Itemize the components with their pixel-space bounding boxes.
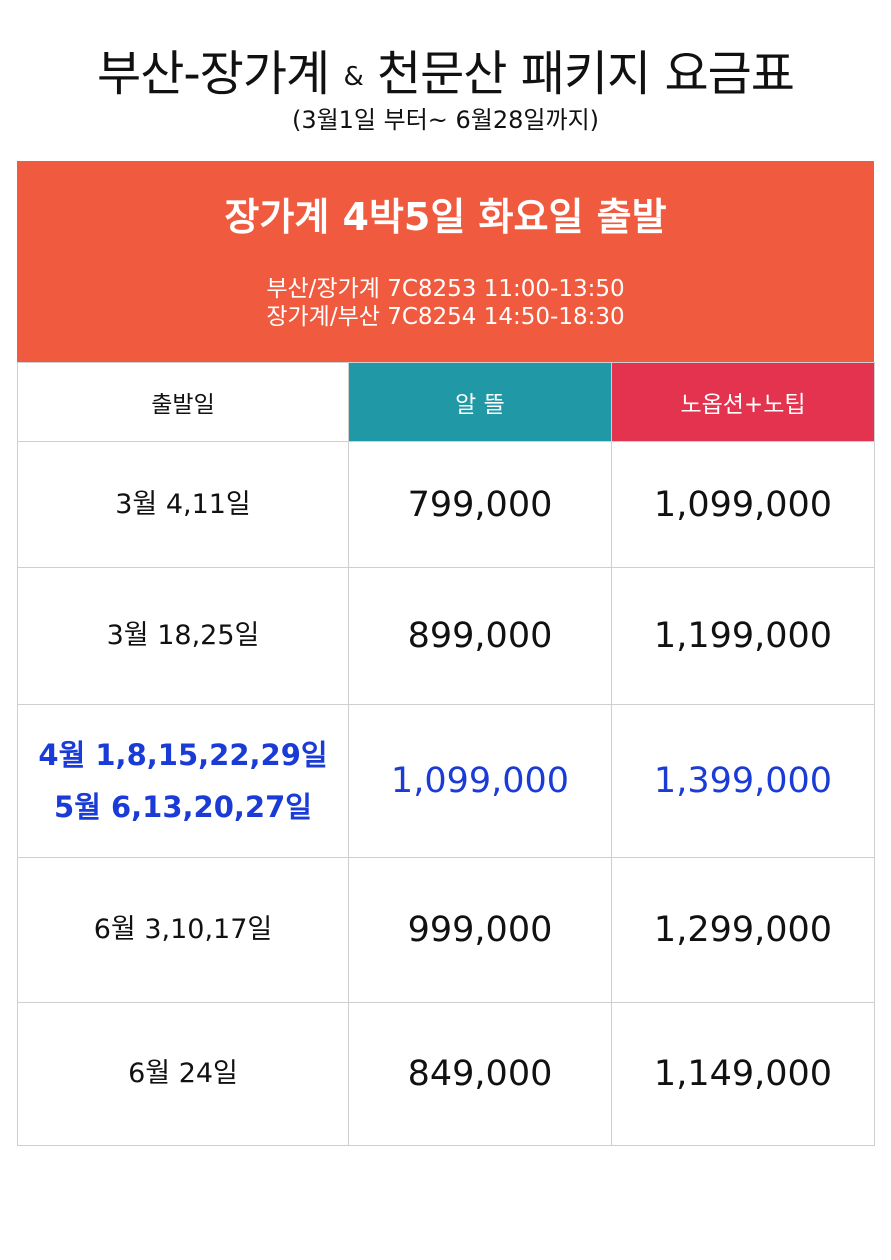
tour-banner: 장가계 4박5일 화요일 출발 부산/장가계 7C8253 11:00-13:5… <box>17 161 874 362</box>
departure-date-cell: 6월 3,10,17일 <box>17 857 349 1003</box>
no-option-price-cell: 1,149,000 <box>611 1002 875 1146</box>
table-row: 3월 4,11일 799,000 1,099,000 <box>17 441 875 568</box>
column-header-no-option: 노옵션+노팁 <box>611 362 875 442</box>
title-main: 부산-장가계 <box>97 46 330 102</box>
table-row: 6월 3,10,17일 999,000 1,299,000 <box>17 857 875 1003</box>
basic-price-cell: 849,000 <box>348 1002 612 1146</box>
departure-date: 6월 24일 <box>128 1058 238 1089</box>
no-option-price-cell: 1,399,000 <box>611 704 875 858</box>
basic-price-cell: 1,099,000 <box>348 704 612 858</box>
basic-price-cell: 899,000 <box>348 567 612 705</box>
title-ampersand: & <box>343 62 363 92</box>
departure-date-may: 5월 6,13,20,27일 <box>54 790 312 824</box>
title-rest: 천문산 패키지 요금표 <box>376 46 795 102</box>
flight-return: 장가계/부산 7C8254 14:50-18:30 <box>266 304 625 330</box>
table-row: 3월 18,25일 899,000 1,199,000 <box>17 567 875 705</box>
column-header-basic: 알 뜰 <box>348 362 612 442</box>
departure-date: 3월 4,11일 <box>115 488 251 520</box>
basic-price-cell: 799,000 <box>348 441 612 568</box>
table-row: 6월 24일 849,000 1,149,000 <box>17 1002 875 1146</box>
departure-date-cell: 3월 4,11일 <box>17 441 349 568</box>
departure-date: 6월 3,10,17일 <box>93 914 273 945</box>
page-subtitle: (3월1일 부터~ 6월28일까지) <box>291 106 600 134</box>
departure-date: 3월 18,25일 <box>106 620 260 651</box>
banner-title: 장가계 4박5일 화요일 출발 <box>224 195 667 239</box>
no-option-price-cell: 1,299,000 <box>611 857 875 1003</box>
departure-date-cell: 6월 24일 <box>17 1002 349 1146</box>
basic-price-cell: 999,000 <box>348 857 612 1003</box>
table-header-row: 출발일 알 뜰 노옵션+노팁 <box>17 362 875 442</box>
price-table: 출발일 알 뜰 노옵션+노팁 3월 4,11일 799,000 1,099,00… <box>17 362 875 1146</box>
departure-date-april: 4월 1,8,15,22,29일 <box>38 738 328 772</box>
flight-outbound: 부산/장가계 7C8253 11:00-13:50 <box>266 276 625 302</box>
price-table-container: 장가계 4박5일 화요일 출발 부산/장가계 7C8253 11:00-13:5… <box>17 161 875 1146</box>
no-option-price-cell: 1,099,000 <box>611 441 875 568</box>
column-header-departure: 출발일 <box>17 362 349 442</box>
page-title: 부산-장가계 & 천문산 패키지 요금표 <box>0 42 891 109</box>
no-option-price-cell: 1,199,000 <box>611 567 875 705</box>
departure-date-cell: 3월 18,25일 <box>17 567 349 705</box>
table-row-highlight: 4월 1,8,15,22,29일 5월 6,13,20,27일 1,099,00… <box>17 704 875 858</box>
departure-date-cell: 4월 1,8,15,22,29일 5월 6,13,20,27일 <box>17 704 349 858</box>
